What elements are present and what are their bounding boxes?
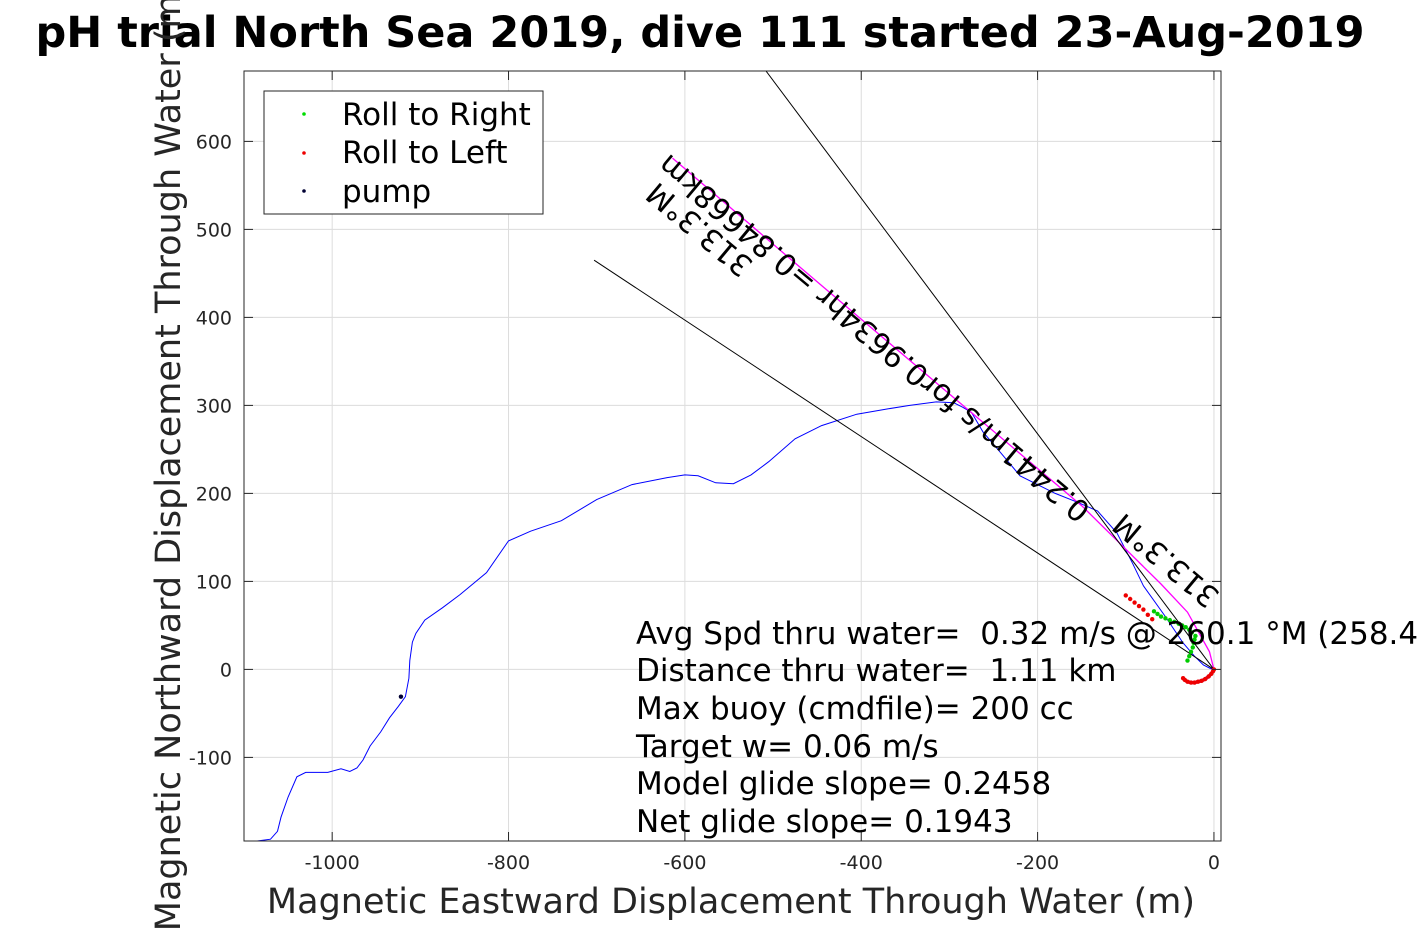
y-tick-label: 100 [196, 571, 232, 593]
roll-left-point [1195, 679, 1201, 684]
y-tick-label: 600 [196, 131, 232, 153]
roll-right-point [1193, 633, 1198, 639]
legend-marker-roll-right [302, 112, 306, 116]
y-tick-label: 200 [196, 483, 232, 505]
x-tick-label: -800 [487, 852, 530, 874]
roll-left-point [1150, 617, 1155, 622]
y-tick-label: 0 [220, 659, 232, 681]
roll-left-point [1199, 678, 1204, 684]
series-layer [257, 71, 1215, 841]
roll-right-point [1187, 654, 1192, 659]
legend: Roll to Right Roll to Left pump [263, 90, 544, 215]
legend-label-roll-left: Roll to Left [342, 135, 508, 171]
legend-label-pump: pump [342, 174, 431, 210]
x-axis-label: Magnetic Eastward Displacement Through W… [267, 882, 1195, 922]
info-net-glide: Net glide slope= 0.1943 [636, 804, 1013, 840]
plot-frame [243, 70, 1222, 842]
roll-right-point [1167, 617, 1173, 623]
x-tick-label: -400 [840, 852, 883, 874]
x-tick-label: 0 [1208, 852, 1220, 874]
legend-box [263, 90, 544, 215]
legend-marker-roll-left [302, 151, 306, 155]
roll-right-point [1188, 649, 1194, 654]
legend-marker-pump [302, 189, 306, 193]
info-avg-speed: Avg Spd thru water= 0.32 m/s @ 260.1 °M … [636, 616, 1417, 652]
roll-left-point [1145, 612, 1151, 618]
roll-right-point [1163, 616, 1168, 621]
info-distance: Distance thru water= 1.11 km [636, 653, 1117, 689]
legend-label-roll-right: Roll to Right [342, 97, 531, 133]
x-tick-label: -200 [1016, 852, 1059, 874]
roll-right-point [1192, 637, 1197, 642]
pump-point [398, 694, 404, 699]
y-tick-label: 400 [196, 307, 232, 329]
model-heading-line [672, 157, 1215, 670]
heading-ray-upper [765, 71, 1215, 670]
roll-right-point [1180, 623, 1185, 628]
roll-right-point [1187, 627, 1192, 632]
roll-left-point [1192, 680, 1197, 685]
roll-right-point [1176, 621, 1181, 626]
info-max-buoy: Max buoy (cmdfile)= 200 cc [636, 691, 1074, 727]
info-model-glide: Model glide slope= 0.2458 [636, 766, 1051, 802]
roll-right-point [1158, 614, 1164, 619]
roll-left-point [1123, 593, 1128, 598]
roll-left-point [1136, 603, 1142, 609]
roll-right-point [1151, 609, 1157, 614]
y-tick-label: -100 [189, 747, 232, 769]
roll-left-point [1127, 596, 1133, 602]
roll-right-point [1185, 658, 1190, 663]
roll-right-point [1172, 619, 1177, 625]
roll-right-point [1183, 624, 1188, 630]
grid [244, 71, 1221, 841]
pump-point [257, 841, 261, 845]
x-tick-label: -600 [663, 852, 706, 874]
roll-right-point [1190, 645, 1195, 650]
roll-left-point [1185, 679, 1190, 684]
roll-left-point [1188, 680, 1194, 685]
roll-left-point [1141, 607, 1146, 612]
chart-title: pH trial North Sea 2019, dive 111 starte… [35, 8, 1364, 58]
y-tick-label: 500 [196, 219, 232, 241]
x-tick-label: -1000 [305, 852, 360, 874]
heading-ray-lower [593, 259, 1215, 670]
roll-left-point [1202, 676, 1208, 682]
roll-right-point [1155, 611, 1160, 617]
roll-right-point [1191, 640, 1196, 646]
roll-left-point [1132, 600, 1137, 605]
y-axis-label: Magnetic Northward Displacement Through … [149, 0, 189, 931]
tick-layer: -1000 -800 -600 -400 -200 0-10001002003004005… [189, 71, 1221, 874]
info-target-w: Target w= 0.06 m/s [635, 729, 939, 765]
info-block: Avg Spd thru water= 0.32 m/s @ 260.1 °M … [635, 616, 1417, 840]
y-tick-label: 300 [196, 395, 232, 417]
marker-layer [257, 593, 1217, 845]
